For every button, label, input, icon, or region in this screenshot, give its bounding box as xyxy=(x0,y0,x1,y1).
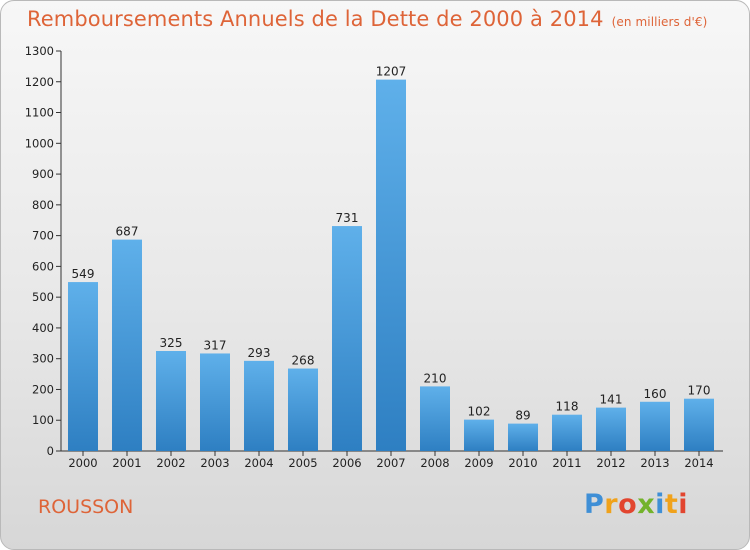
bar xyxy=(640,401,670,451)
x-tick-label: 2004 xyxy=(244,456,273,470)
proxiti-logo: Proxiti xyxy=(584,489,688,520)
x-tick-label: 2007 xyxy=(376,456,405,470)
bar xyxy=(332,226,362,451)
y-tick-label: 100 xyxy=(32,413,54,427)
bar xyxy=(244,360,274,451)
logo-letter: i xyxy=(655,489,665,520)
x-tick-label: 2000 xyxy=(68,456,97,470)
bar xyxy=(552,414,582,451)
y-tick-label: 200 xyxy=(32,382,54,396)
bar xyxy=(508,423,538,451)
bar xyxy=(464,419,494,451)
bar-value-label: 549 xyxy=(72,267,95,281)
bar-value-label: 210 xyxy=(424,371,447,385)
y-tick-label: 300 xyxy=(32,352,54,366)
bar xyxy=(200,353,230,451)
x-tick-label: 2009 xyxy=(464,456,493,470)
x-tick-label: 2003 xyxy=(200,456,229,470)
bar xyxy=(596,407,626,451)
x-tick-label: 2005 xyxy=(288,456,317,470)
bar-value-label: 1207 xyxy=(376,65,407,79)
bar-value-label: 293 xyxy=(248,346,271,360)
y-tick-label: 1200 xyxy=(25,75,54,89)
y-tick-label: 1000 xyxy=(25,136,54,150)
bar xyxy=(156,351,186,451)
x-tick-label: 2014 xyxy=(684,456,713,470)
y-tick-label: 800 xyxy=(32,198,54,212)
y-tick-label: 700 xyxy=(32,229,54,243)
title-text: Remboursements Annuels de la Dette de 20… xyxy=(27,7,604,31)
y-tick-label: 600 xyxy=(32,259,54,273)
y-tick-label: 1100 xyxy=(25,106,54,120)
bar-value-label: 141 xyxy=(600,393,623,407)
bar xyxy=(288,368,318,451)
bar xyxy=(68,282,98,451)
bar-value-label: 118 xyxy=(556,400,579,414)
bar-value-label: 89 xyxy=(515,409,530,423)
bar-value-label: 687 xyxy=(116,225,139,239)
bar xyxy=(684,398,714,451)
bar-value-label: 170 xyxy=(688,384,711,398)
x-tick-label: 2002 xyxy=(156,456,185,470)
title-unit: (en milliers d'€) xyxy=(611,15,708,29)
x-tick-label: 2013 xyxy=(640,456,669,470)
bar-value-label: 731 xyxy=(336,211,359,225)
y-tick-label: 1300 xyxy=(25,44,54,58)
bar-value-label: 325 xyxy=(160,336,183,350)
chart-title: Remboursements Annuels de la Dette de 20… xyxy=(27,7,707,31)
x-tick-label: 2010 xyxy=(508,456,537,470)
y-tick-label: 500 xyxy=(32,290,54,304)
logo-letter: x xyxy=(637,489,656,520)
y-tick-label: 400 xyxy=(32,321,54,335)
x-tick-label: 2011 xyxy=(552,456,581,470)
logo-letter: i xyxy=(678,489,689,520)
bar-value-label: 102 xyxy=(468,405,491,419)
x-tick-label: 2012 xyxy=(596,456,625,470)
x-tick-label: 2001 xyxy=(112,456,141,470)
logo-letter: P xyxy=(584,489,605,520)
bar-value-label: 268 xyxy=(292,354,315,368)
logo-letter: o xyxy=(618,489,638,520)
y-tick-label: 0 xyxy=(47,444,54,458)
commune-name: ROUSSON xyxy=(38,496,134,518)
x-tick-label: 2006 xyxy=(332,456,361,470)
logo-letter: t xyxy=(664,489,679,520)
logo-letter: r xyxy=(604,489,619,520)
bar-value-label: 160 xyxy=(644,387,667,401)
bar xyxy=(112,239,142,451)
bar xyxy=(376,79,406,451)
bar-value-label: 317 xyxy=(204,338,227,352)
y-tick-label: 900 xyxy=(32,167,54,181)
bar xyxy=(420,386,450,451)
x-tick-label: 2008 xyxy=(420,456,449,470)
